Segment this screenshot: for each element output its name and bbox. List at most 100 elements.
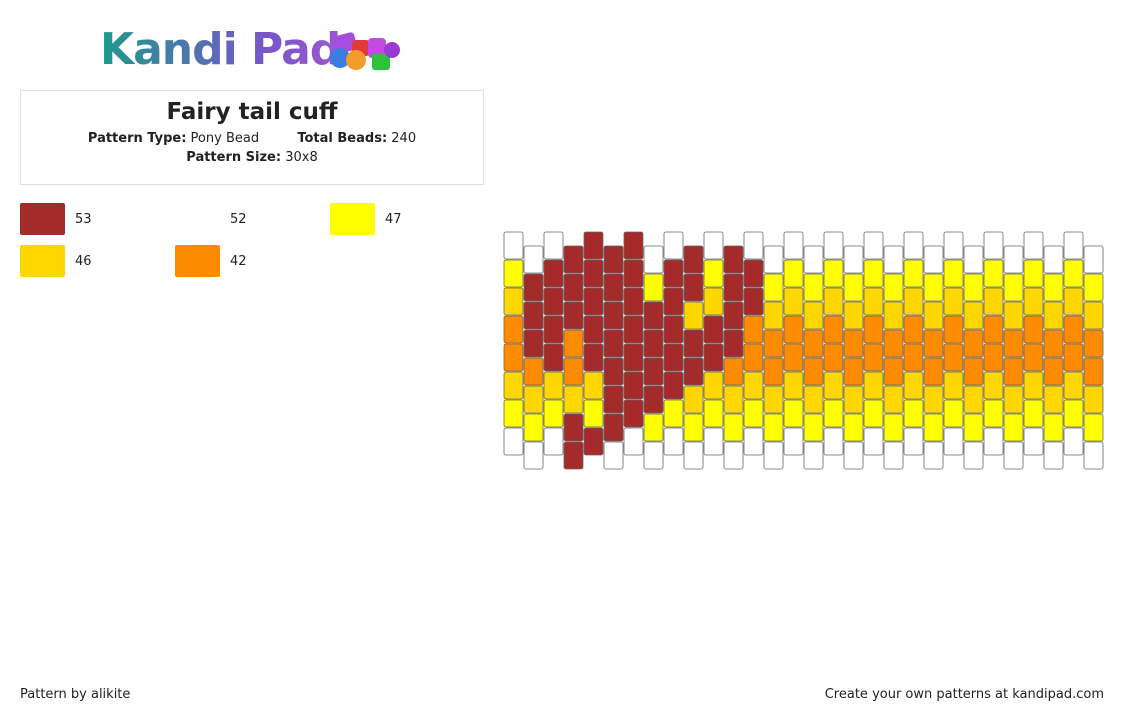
bead: [883, 301, 904, 330]
bead: [963, 301, 984, 330]
bead: [843, 413, 864, 442]
bead: [903, 315, 924, 344]
promo[interactable]: Create your own patterns at kandipad.com: [824, 687, 1104, 702]
bead: [683, 329, 704, 358]
swatch: [20, 203, 65, 235]
bead: [843, 273, 864, 302]
bead: [1043, 357, 1064, 386]
bead: [1063, 343, 1084, 372]
pattern-title: Fairy tail cuff: [166, 99, 338, 125]
bead: [623, 399, 644, 428]
bead: [523, 385, 544, 414]
bead: [643, 301, 664, 330]
bead: [523, 301, 544, 330]
bead: [503, 231, 524, 260]
bead: [823, 399, 844, 428]
bead: [803, 273, 824, 302]
label: Pattern Type:: [87, 131, 187, 146]
bead: [543, 287, 564, 316]
bead: [863, 427, 884, 456]
bead: [543, 427, 564, 456]
bead: [1043, 301, 1064, 330]
bead-count: 53: [75, 211, 92, 227]
bead: [623, 315, 644, 344]
bead: [1023, 231, 1044, 260]
bead: [683, 245, 704, 274]
bead: [783, 399, 804, 428]
bead: [743, 371, 764, 400]
bead: [883, 273, 904, 302]
bead: [883, 441, 904, 470]
bead: [543, 315, 564, 344]
bead: [1023, 315, 1044, 344]
logo[interactable]: Kandi Pad: [100, 24, 341, 75]
bead: [563, 329, 584, 358]
bead: [1043, 329, 1064, 358]
bead: [583, 343, 604, 372]
bead: [643, 357, 664, 386]
bead: [843, 441, 864, 470]
bead: [903, 399, 924, 428]
bead: [623, 259, 644, 288]
bead: [1063, 371, 1084, 400]
bead: [583, 231, 604, 260]
bead: [523, 329, 544, 358]
bead: [603, 245, 624, 274]
bead: [983, 399, 1004, 428]
bead: [563, 301, 584, 330]
bead: [883, 245, 904, 274]
bead: [1003, 273, 1024, 302]
bead: [683, 357, 704, 386]
bead: [583, 259, 604, 288]
bead: [503, 287, 524, 316]
bead: [583, 287, 604, 316]
bead: [923, 301, 944, 330]
bead: [703, 427, 724, 456]
bead: [803, 301, 824, 330]
bead: [1043, 245, 1064, 274]
bead: [1083, 245, 1104, 274]
bead: [603, 385, 624, 414]
bead: [983, 231, 1004, 260]
bead: [903, 259, 924, 288]
bead: [1003, 385, 1024, 414]
bead-grid: [503, 231, 1104, 470]
swatch: [20, 245, 65, 277]
bead: [783, 259, 804, 288]
legend-item: 42: [175, 245, 247, 277]
bead: [703, 315, 724, 344]
bead: [1083, 273, 1104, 302]
bead: [743, 399, 764, 428]
bead: [503, 427, 524, 456]
bead: [643, 441, 664, 470]
bead: [983, 371, 1004, 400]
bead: [883, 413, 904, 442]
bead: [723, 301, 744, 330]
bead: [903, 427, 924, 456]
logo-icon: [330, 32, 400, 70]
bead: [643, 329, 664, 358]
bead: [723, 273, 744, 302]
bead: [983, 427, 1004, 456]
bead: [1083, 357, 1104, 386]
bead: [743, 259, 764, 288]
bead: [903, 371, 924, 400]
bead: [743, 427, 764, 456]
bead: [683, 385, 704, 414]
bead: [1003, 357, 1024, 386]
bead: [863, 343, 884, 372]
bead: [923, 329, 944, 358]
bead: [983, 287, 1004, 316]
bead: [1003, 329, 1024, 358]
bead: [803, 385, 824, 414]
bead: [1043, 385, 1064, 414]
bead: [883, 385, 904, 414]
bead: [1023, 343, 1044, 372]
bead: [783, 231, 804, 260]
bead: [863, 287, 884, 316]
bead: [943, 287, 964, 316]
bead: [903, 287, 924, 316]
bead: [503, 343, 524, 372]
label: Total Beads:: [297, 131, 388, 146]
bead: [783, 343, 804, 372]
